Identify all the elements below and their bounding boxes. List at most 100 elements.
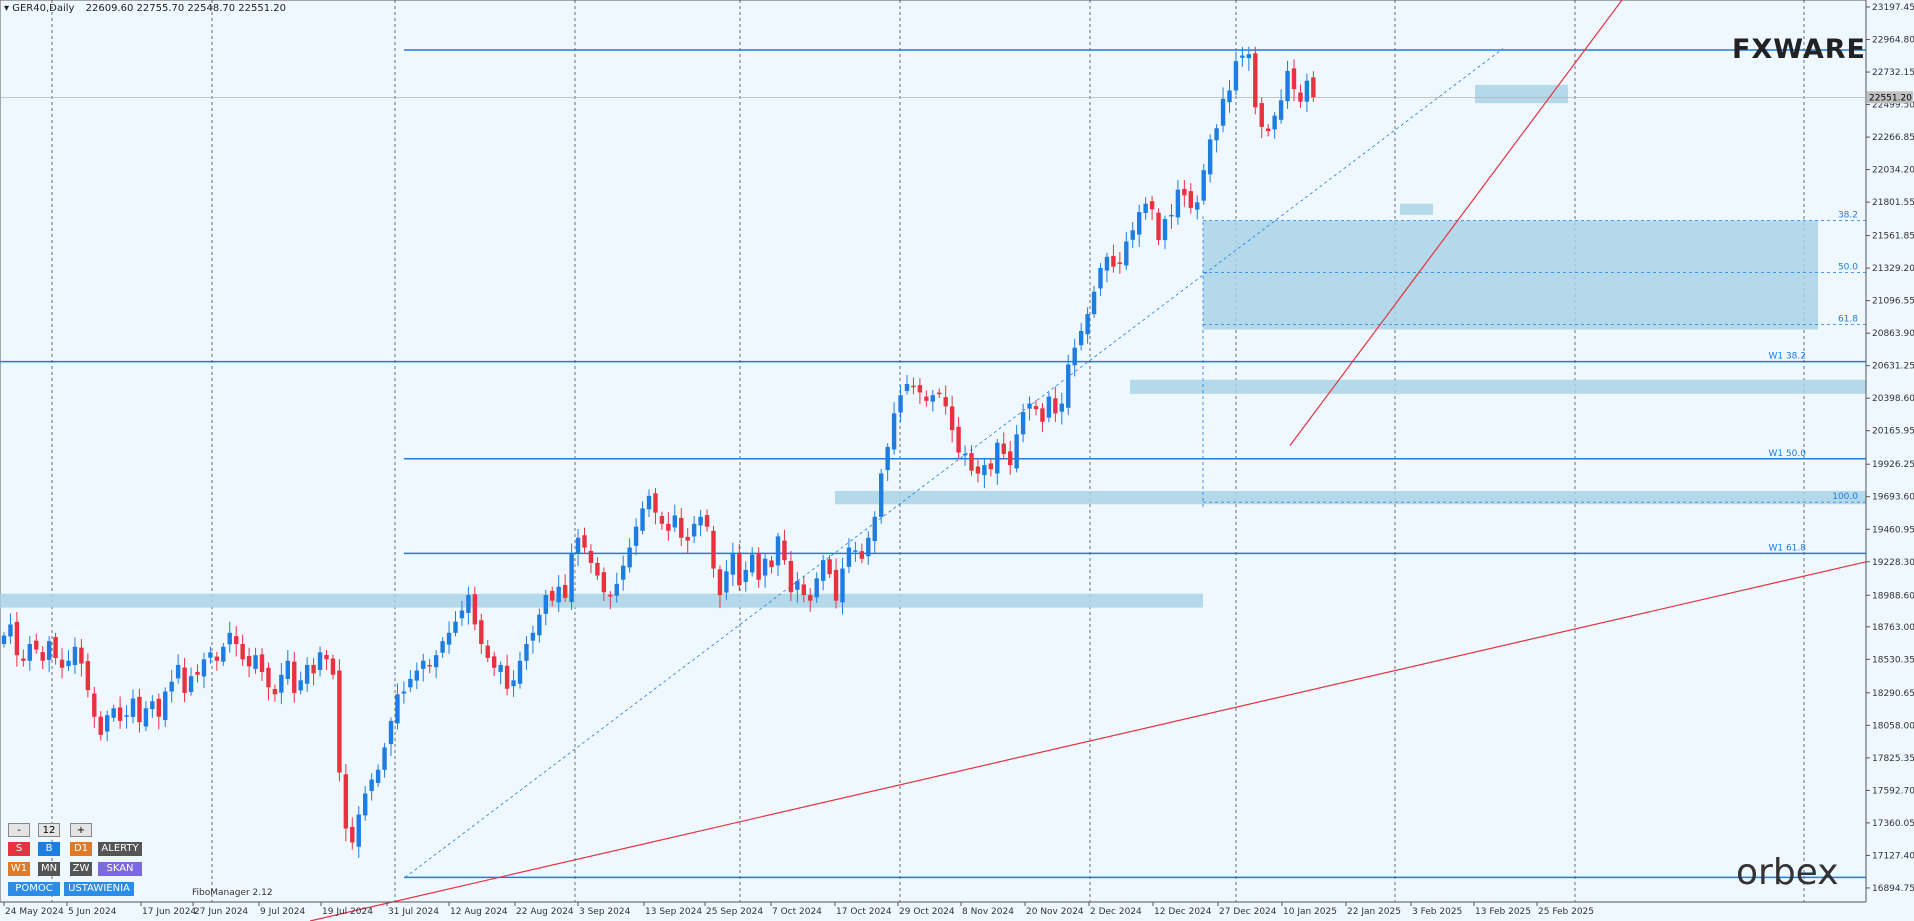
candle-body — [498, 664, 503, 672]
fib-level-label: 50.0 — [1838, 262, 1858, 272]
y-tick-label: 18530.35 — [1872, 655, 1914, 665]
candle-body — [750, 554, 755, 573]
candle-body — [214, 656, 220, 661]
candle-body — [317, 652, 323, 670]
candle-body — [85, 661, 91, 691]
candle-body — [601, 572, 607, 593]
candle-body — [1233, 61, 1239, 91]
candle-body — [653, 493, 658, 513]
candle-body — [66, 660, 71, 667]
candle-body — [1175, 189, 1181, 218]
candle-body — [937, 392, 942, 395]
candle-body — [840, 568, 845, 603]
candle-body — [304, 664, 310, 684]
candle-body — [982, 465, 987, 476]
candle-body — [730, 553, 736, 575]
control-button-skan[interactable]: SKAN — [98, 862, 142, 876]
candle-body — [691, 523, 697, 537]
candle-body — [717, 569, 723, 596]
candle-body — [879, 473, 884, 517]
control-button-[interactable]: + — [70, 823, 92, 837]
x-tick-label: 17 Oct 2024 — [836, 907, 892, 917]
candle-body — [388, 720, 394, 745]
control-button-12[interactable]: 12 — [38, 823, 60, 837]
candle-body — [234, 636, 239, 644]
x-tick-label: 25 Sep 2024 — [706, 907, 763, 917]
candle-body — [930, 395, 935, 402]
x-tick-label: 29 Oct 2024 — [899, 907, 955, 917]
candle-body — [537, 614, 542, 636]
candle-body — [350, 826, 355, 843]
candle-body — [988, 463, 994, 470]
x-tick-label: 3 Sep 2024 — [579, 907, 631, 917]
candle-body — [137, 696, 142, 723]
y-tick-label: 18290.65 — [1872, 689, 1914, 699]
candle-body — [1020, 411, 1026, 435]
candle-body — [208, 652, 213, 658]
candle-body — [72, 646, 78, 665]
candle-body — [588, 550, 594, 563]
candle-body — [1162, 219, 1168, 241]
control-button-mn[interactable]: MN — [38, 862, 60, 876]
candle-body — [240, 643, 245, 660]
candle-body — [221, 646, 226, 662]
candle-body — [517, 660, 523, 684]
candle-body — [279, 674, 284, 693]
x-tick-label: 20 Nov 2024 — [1026, 907, 1084, 917]
candle-body — [801, 584, 806, 596]
price-zone — [1475, 84, 1568, 104]
candle-body — [408, 678, 413, 688]
x-tick-label: 27 Dec 2024 — [1219, 907, 1277, 917]
y-tick-label: 19228.30 — [1872, 558, 1914, 568]
candle-body — [375, 769, 381, 783]
control-button-[interactable]: - — [8, 823, 30, 837]
x-tick-label: 22 Aug 2024 — [516, 907, 574, 917]
candle-body — [885, 446, 890, 471]
candle-body — [272, 689, 278, 695]
y-tick-label: 22266.85 — [1872, 133, 1914, 143]
candle-body — [356, 814, 361, 847]
candle-body — [569, 553, 574, 603]
candle-body — [1201, 170, 1206, 201]
y-tick-label: 18763.00 — [1872, 623, 1914, 633]
control-button-w1[interactable]: W1 — [8, 862, 30, 876]
price-zone — [1130, 379, 1866, 394]
control-button-ustawienia[interactable]: USTAWIENIA — [64, 882, 134, 896]
candle-body — [1156, 212, 1161, 241]
candle-body — [1253, 53, 1258, 108]
candle-body — [769, 560, 774, 568]
control-button-alerty[interactable]: ALERTY — [98, 842, 142, 856]
candle-body — [453, 621, 458, 633]
candle-body — [956, 426, 961, 453]
control-button-zw[interactable]: ZW — [70, 862, 92, 876]
y-tick-label: 21096.55 — [1872, 297, 1914, 307]
candle-body — [872, 516, 877, 542]
candle-body — [614, 583, 619, 596]
candle-body — [679, 517, 684, 538]
long-trendline — [309, 561, 1867, 921]
candle-body — [659, 515, 665, 524]
control-button-d1[interactable]: D1 — [70, 842, 92, 856]
y-tick-label: 17825.35 — [1872, 754, 1914, 764]
candle-body — [1246, 54, 1252, 59]
candle-body — [524, 643, 529, 661]
control-button-b[interactable]: B — [38, 842, 60, 856]
candle-body — [704, 515, 710, 527]
candle-body — [188, 676, 194, 693]
candle-body — [292, 661, 297, 693]
candle-body — [575, 537, 581, 554]
candle-body — [1291, 68, 1297, 90]
level-label: W1 50.0 — [1768, 449, 1806, 459]
candle-body — [775, 536, 781, 566]
price-axis — [1866, 0, 1914, 921]
control-button-pomoc[interactable]: POMOC — [8, 882, 60, 896]
x-tick-label: 8 Nov 2024 — [962, 907, 1014, 917]
dropdown-arrow-icon[interactable]: ▾ — [4, 3, 13, 14]
y-tick-label: 22034.20 — [1872, 166, 1914, 176]
control-button-s[interactable]: S — [8, 842, 30, 856]
y-tick-label: 16894.75 — [1872, 884, 1914, 894]
candle-body — [846, 547, 852, 567]
candle-body — [1149, 201, 1155, 210]
candle-body — [866, 537, 871, 557]
